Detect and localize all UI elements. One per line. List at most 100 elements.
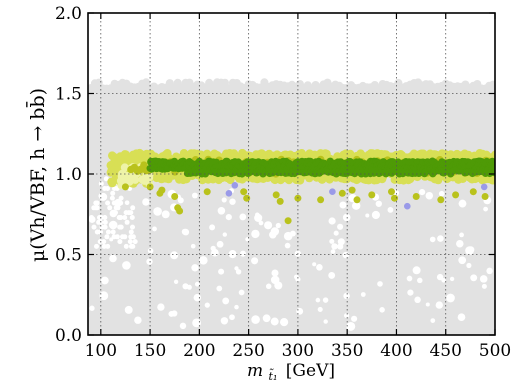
empty-gap [128, 210, 134, 216]
empty-gap [99, 291, 109, 301]
empty-gap [98, 229, 103, 235]
empty-gap [270, 317, 279, 326]
background-point [489, 80, 495, 89]
grid-lines [88, 13, 495, 335]
empty-gap [371, 210, 380, 220]
olive-point [272, 191, 280, 199]
x-tick-label: 450 [429, 341, 461, 361]
empty-gap [289, 230, 296, 237]
empty-gap [275, 222, 281, 229]
x-tick-label: 350 [331, 341, 363, 361]
empty-gap [132, 239, 138, 245]
x-tick-label: 200 [183, 341, 215, 361]
olive-point [338, 189, 346, 197]
empty-gap [234, 304, 239, 310]
background-point [224, 84, 233, 93]
empty-gap [481, 283, 487, 289]
empty-gap [360, 292, 366, 297]
empty-gap [254, 213, 263, 222]
empty-gap [101, 239, 107, 245]
y-tick-label: 0.5 [55, 246, 82, 266]
empty-gap [190, 243, 196, 249]
empty-gap [337, 238, 345, 246]
x-axis-title-unit: [GeV] [286, 361, 335, 381]
empty-gap [437, 235, 444, 242]
empty-gap [161, 210, 170, 219]
empty-gap [130, 243, 136, 249]
empty-gap [130, 224, 135, 230]
y-tick-label: 2.0 [55, 4, 82, 24]
empty-gap [110, 229, 116, 235]
yellow-point [125, 177, 134, 186]
y-axis: 0.0 0.5 1.0 1.5 2.0 [55, 4, 495, 346]
empty-gap [436, 273, 444, 281]
empty-gap [235, 269, 242, 275]
empty-gap [118, 200, 124, 206]
empty-gap [221, 197, 227, 203]
empty-gap [130, 205, 136, 211]
empty-gap [229, 314, 235, 321]
empty-gap [142, 198, 150, 206]
empty-gap [342, 251, 350, 259]
empty-gap [456, 239, 464, 248]
x-tick-label: 250 [232, 341, 264, 361]
empty-gap [109, 254, 117, 263]
empty-gap [170, 251, 179, 260]
empty-gap [337, 223, 344, 230]
empty-gap [365, 213, 370, 218]
empty-gap [105, 229, 111, 235]
empty-gap [457, 313, 466, 322]
olive-point [176, 207, 184, 215]
empty-gap [435, 301, 443, 309]
x-tick-label: 150 [134, 341, 166, 361]
y-axis-title: μ(Vh/VBF, h → bb̄) [25, 88, 49, 262]
empty-gap [387, 207, 394, 213]
blue-point [404, 202, 411, 210]
empty-gap [98, 193, 104, 199]
empty-gap [486, 267, 493, 275]
empty-gap [122, 234, 128, 240]
empty-gap [118, 224, 124, 230]
empty-gap [333, 230, 339, 236]
empty-gap [270, 275, 280, 285]
empty-gap [107, 205, 113, 211]
empty-gap [191, 192, 198, 199]
empty-gap [191, 264, 199, 272]
empty-gap [204, 302, 210, 308]
empty-gap [209, 224, 216, 231]
empty-gap [220, 317, 229, 325]
blue-point [231, 182, 239, 189]
empty-gap [483, 206, 488, 212]
empty-gap [192, 318, 202, 328]
empty-gap [147, 247, 154, 254]
x-axis-title: m t̃₁ [GeV] [247, 361, 335, 385]
empty-gap [323, 319, 328, 324]
empty-gap [251, 229, 260, 239]
empty-gap [91, 224, 97, 230]
empty-gap [124, 219, 130, 225]
empty-gap [179, 322, 187, 330]
empty-gap [123, 243, 129, 249]
empty-gap [284, 242, 291, 249]
empty-gap [412, 266, 421, 275]
empty-gap [251, 257, 259, 265]
empty-gap [418, 188, 426, 196]
empty-gap [129, 215, 135, 220]
empty-gap [239, 213, 247, 221]
empty-gap [94, 200, 100, 206]
x-tick-label: 300 [282, 341, 314, 361]
empty-gap [109, 195, 115, 201]
yellow-point [120, 163, 129, 172]
empty-gap [264, 221, 273, 230]
empty-gap [225, 214, 232, 221]
empty-gap [331, 243, 338, 250]
empty-gap [329, 238, 335, 244]
empty-gap [182, 228, 190, 236]
empty-gap [102, 215, 108, 220]
green-point [491, 164, 495, 172]
empty-gap [222, 297, 230, 305]
empty-gap [153, 207, 162, 216]
empty-gap [351, 315, 358, 322]
olive-point [437, 196, 445, 204]
empty-gap [465, 246, 474, 255]
